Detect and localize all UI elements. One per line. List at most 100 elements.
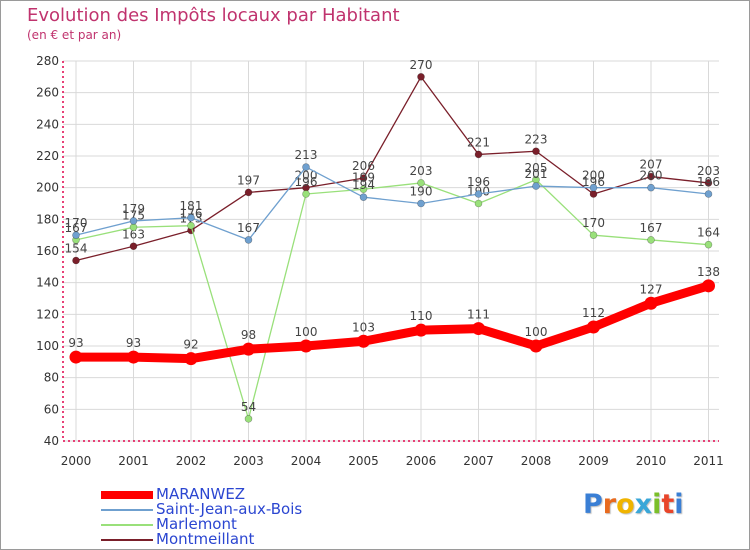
series-line-maranwez (71, 281, 713, 364)
point-montmeillant-2000 (72, 256, 80, 265)
point-saint-jean-aux-bois-2005 (359, 193, 368, 201)
point-saint-jean-aux-bois-2006 (417, 199, 425, 208)
point-montmeillant-2010 (647, 172, 655, 181)
legend-label-saint-jean-aux-bois: Saint-Jean-aux-Bois (156, 500, 303, 518)
point-marlemont-2006 (417, 179, 425, 187)
y-tick-label-280: 280 (36, 54, 59, 68)
data-label-saint-jean-aux-bois-2009: 200 (582, 169, 605, 183)
y-tick-label-100: 100 (36, 339, 59, 353)
legend-label-montmeillant: Montmeillant (156, 530, 255, 548)
data-label-saint-jean-aux-bois-2002: 181 (180, 199, 203, 213)
legend-swatch-montmeillant (101, 539, 153, 541)
y-tick-label-220: 220 (36, 149, 59, 163)
point-marlemont-2009 (589, 231, 598, 239)
x-tick-label-2001: 2001 (118, 454, 149, 468)
x-tick-label-2002: 2002 (176, 454, 207, 468)
x-tick-label-2006: 2006 (406, 454, 437, 468)
point-marlemont-2001 (129, 223, 138, 232)
series-line-montmeillant (75, 76, 710, 262)
x-tick-label-2007: 2007 (463, 454, 494, 468)
chart-title: Evolution des Impôts locaux par Habitant (27, 5, 400, 26)
point-saint-jean-aux-bois-2008 (532, 182, 540, 190)
data-label-marlemont-2010: 167 (640, 221, 663, 235)
y-tick-label-160: 160 (36, 244, 59, 258)
data-label-marlemont-2006: 203 (410, 164, 433, 178)
point-montmeillant-2008 (532, 147, 540, 156)
point-marlemont-2010 (647, 236, 655, 244)
data-label-marlemont-2008: 205 (525, 161, 548, 175)
point-saint-jean-aux-bois-2010 (647, 183, 655, 192)
y-tick-label-140: 140 (36, 276, 59, 290)
point-montmeillant-2006 (417, 73, 425, 81)
point-saint-jean-aux-bois-2004 (302, 163, 310, 171)
x-tick-label-2009: 2009 (578, 454, 609, 468)
data-label-maranwez-2005: 103 (352, 320, 375, 334)
data-label-maranwez-2007: 111 (467, 308, 490, 322)
data-label-maranwez-2002: 92 (183, 338, 198, 352)
legend-item-maranwez: MARANWEZ (101, 485, 361, 503)
point-marlemont-2005 (359, 185, 368, 194)
data-label-maranwez-2008: 100 (525, 325, 548, 339)
data-label-saint-jean-aux-bois-2010: 200 (640, 169, 663, 183)
data-label-montmeillant-2010: 207 (640, 158, 663, 172)
y-tick-label-40: 40 (44, 434, 59, 448)
data-label-montmeillant-2006: 270 (410, 58, 433, 72)
point-montmeillant-2001 (129, 242, 138, 251)
point-saint-jean-aux-bois-2001 (129, 217, 138, 225)
point-maranwez-2008 (529, 339, 543, 353)
y-tick-label-200: 200 (36, 181, 59, 195)
legend-swatch-saint-jean-aux-bois (101, 509, 153, 511)
x-tick-label-2005: 2005 (348, 454, 379, 468)
y-tick-label-180: 180 (36, 212, 59, 226)
point-montmeillant-2007 (474, 150, 483, 159)
x-tick-label-2011: 2011 (693, 454, 724, 468)
data-label-maranwez-2009: 112 (582, 306, 605, 320)
point-maranwez-2005 (357, 334, 370, 348)
data-label-montmeillant-2009: 196 (582, 175, 605, 189)
data-label-maranwez-2004: 100 (295, 325, 318, 339)
data-label-marlemont-2011: 164 (697, 226, 720, 240)
data-label-montmeillant-2004: 200 (295, 169, 318, 183)
data-label-marlemont-2001: 175 (122, 208, 145, 222)
legend-item-montmeillant: Montmeillant (101, 530, 361, 548)
chart-subtitle: (en € et par an) (27, 28, 122, 42)
point-maranwez-2006 (414, 323, 428, 337)
data-label-montmeillant-2008: 223 (525, 132, 548, 146)
data-label-marlemont-2009: 170 (582, 216, 605, 230)
data-label-marlemont-2000: 167 (65, 221, 88, 235)
point-maranwez-2011 (702, 279, 715, 293)
y-tick-label-260: 260 (36, 86, 59, 100)
series-line-saint-jean-aux-bois (75, 166, 710, 241)
point-montmeillant-2009 (589, 190, 598, 198)
point-montmeillant-2003 (244, 188, 253, 197)
point-saint-jean-aux-bois-2000 (72, 231, 80, 239)
point-maranwez-2007 (472, 322, 485, 336)
data-label-maranwez-2001: 93 (126, 336, 141, 350)
point-marlemont-2004 (302, 190, 310, 198)
point-marlemont-2007 (474, 199, 483, 208)
legend-item-marlemont: Marlemont (101, 515, 361, 533)
data-label-marlemont-2004: 196 (295, 175, 318, 189)
data-label-marlemont-2002: 176 (180, 207, 203, 221)
point-saint-jean-aux-bois-2011 (704, 190, 713, 198)
point-saint-jean-aux-bois-2009 (589, 183, 598, 192)
y-tick-label-240: 240 (36, 117, 59, 131)
legend-label-maranwez: MARANWEZ (156, 485, 246, 503)
x-tick-label-2000: 2000 (61, 454, 92, 468)
y-tick-label-120: 120 (36, 307, 59, 321)
point-montmeillant-2005 (359, 174, 368, 182)
x-tick-label-2008: 2008 (521, 454, 552, 468)
data-label-montmeillant-2007: 221 (467, 135, 490, 149)
data-label-saint-jean-aux-bois-2008: 201 (525, 167, 548, 181)
legend-swatch-marlemont (101, 524, 153, 526)
y-tick-label-80: 80 (44, 371, 59, 385)
data-label-maranwez-2006: 110 (410, 309, 433, 323)
point-saint-jean-aux-bois-2003 (244, 236, 253, 244)
point-maranwez-2004 (299, 339, 313, 353)
data-label-saint-jean-aux-bois-2000: 170 (65, 216, 88, 230)
data-label-montmeillant-2001: 163 (122, 227, 145, 241)
x-tick-label-2010: 2010 (636, 454, 667, 468)
data-label-maranwez-2011: 138 (697, 265, 720, 279)
point-maranwez-2001 (127, 350, 140, 364)
